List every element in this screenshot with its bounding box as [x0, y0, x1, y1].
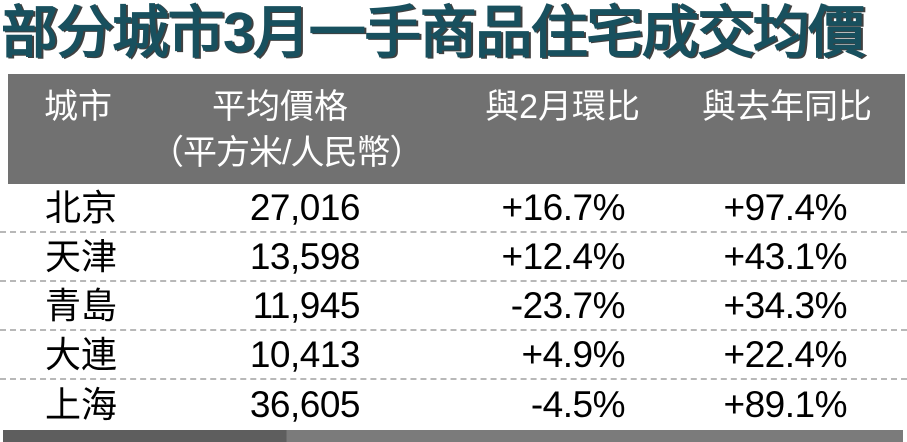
- cell-yoy: +22.4%: [723, 333, 847, 375]
- table-row-dalian: 大連 10,413 +4.9% +22.4%: [0, 331, 907, 380]
- cell-yoy: +89.1%: [723, 383, 847, 425]
- cell-city: 上海: [45, 383, 118, 425]
- table-header-row-2: （平方米/人民幣）: [8, 130, 905, 176]
- cell-price: 27,016: [249, 186, 361, 228]
- table-row-qingdao: 青島 11,945 -23.7% +34.3%: [0, 282, 907, 331]
- cell-mom: -4.5%: [530, 383, 626, 425]
- page-title: 部分城市3月一手商品住宅成交均價: [1, 1, 865, 65]
- table-header-row-1: 城市 平均價格 與2月環比 與去年同比: [8, 84, 905, 130]
- column-header-city: 城市: [44, 88, 112, 126]
- cell-price: 11,945: [252, 284, 361, 326]
- column-header-yoy-spacer: [640, 130, 905, 176]
- cell-mom: +16.7%: [501, 186, 625, 228]
- column-header-price-unit: （平方米/人民幣）: [150, 134, 423, 172]
- cell-mom: -23.7%: [510, 284, 626, 326]
- column-header-mom: 與2月環比: [485, 88, 640, 126]
- column-header-city-spacer: [8, 130, 150, 176]
- table-header-band: 城市 平均價格 與2月環比 與去年同比 （平方米/人民幣）: [8, 74, 905, 184]
- cell-price: 10,413: [249, 333, 361, 375]
- cell-price: 13,598: [249, 235, 361, 277]
- column-header-price: 平均價格: [212, 88, 348, 126]
- table-row-tianjin: 天津 13,598 +12.4% +43.1%: [0, 233, 907, 282]
- table-row-beijing: 北京 27,016 +16.7% +97.4%: [0, 184, 907, 233]
- cell-mom: +12.4%: [501, 235, 625, 277]
- cell-yoy: +43.1%: [723, 235, 847, 277]
- column-header-yoy: 與去年同比: [702, 88, 872, 126]
- bottom-bar: [3, 430, 903, 442]
- cell-city: 青島: [45, 284, 118, 326]
- cell-city: 北京: [45, 186, 118, 228]
- cell-mom: +4.9%: [521, 333, 626, 375]
- cell-price: 36,605: [249, 383, 361, 425]
- cell-city: 天津: [45, 235, 118, 277]
- cell-yoy: +97.4%: [723, 186, 847, 228]
- cell-city: 大連: [45, 333, 118, 375]
- table-body: 北京 27,016 +16.7% +97.4% 天津 13,598 +12.4%…: [0, 184, 907, 429]
- table-row-shanghai: 上海 36,605 -4.5% +89.1%: [0, 380, 907, 429]
- cell-yoy: +34.3%: [723, 284, 847, 326]
- column-header-mom-spacer: [410, 130, 640, 176]
